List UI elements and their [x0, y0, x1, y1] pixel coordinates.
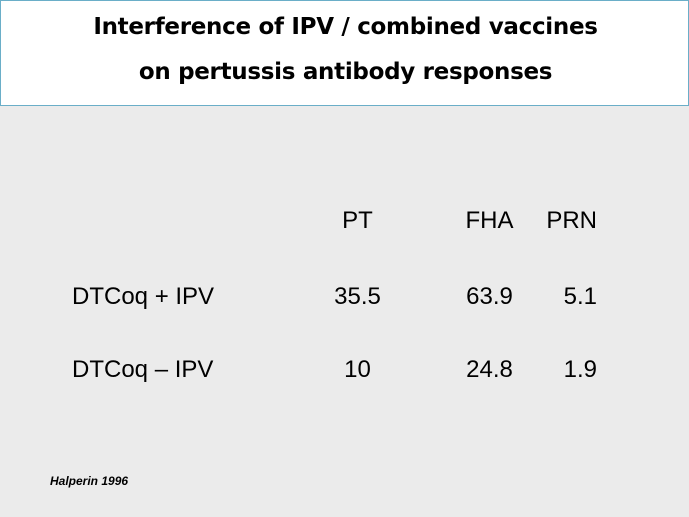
slide-title-line-1: Interference of IPV / combined vaccines	[93, 14, 598, 40]
column-header-fha: FHA	[465, 207, 514, 234]
cell-without-ipv-pt: 10	[344, 356, 371, 383]
column-header-pt: PT	[342, 207, 373, 234]
cell-with-ipv-fha: 63.9	[466, 283, 513, 310]
cell-without-ipv-fha: 24.8	[466, 356, 513, 383]
column-header-prn: PRN	[546, 207, 597, 234]
cell-with-ipv-prn: 5.1	[563, 283, 597, 310]
row-label-without-ipv: DTCoq – IPV	[72, 356, 214, 383]
citation: Halperin 1996	[50, 474, 129, 488]
slide-title-line-2: on pertussis antibody responses	[138, 59, 553, 85]
row-label-with-ipv: DTCoq + IPV	[72, 283, 215, 310]
cell-without-ipv-prn: 1.9	[563, 356, 597, 383]
slide-title-box: Interference of IPV / combined vaccines …	[0, 0, 689, 106]
cell-with-ipv-pt: 35.5	[334, 283, 381, 310]
